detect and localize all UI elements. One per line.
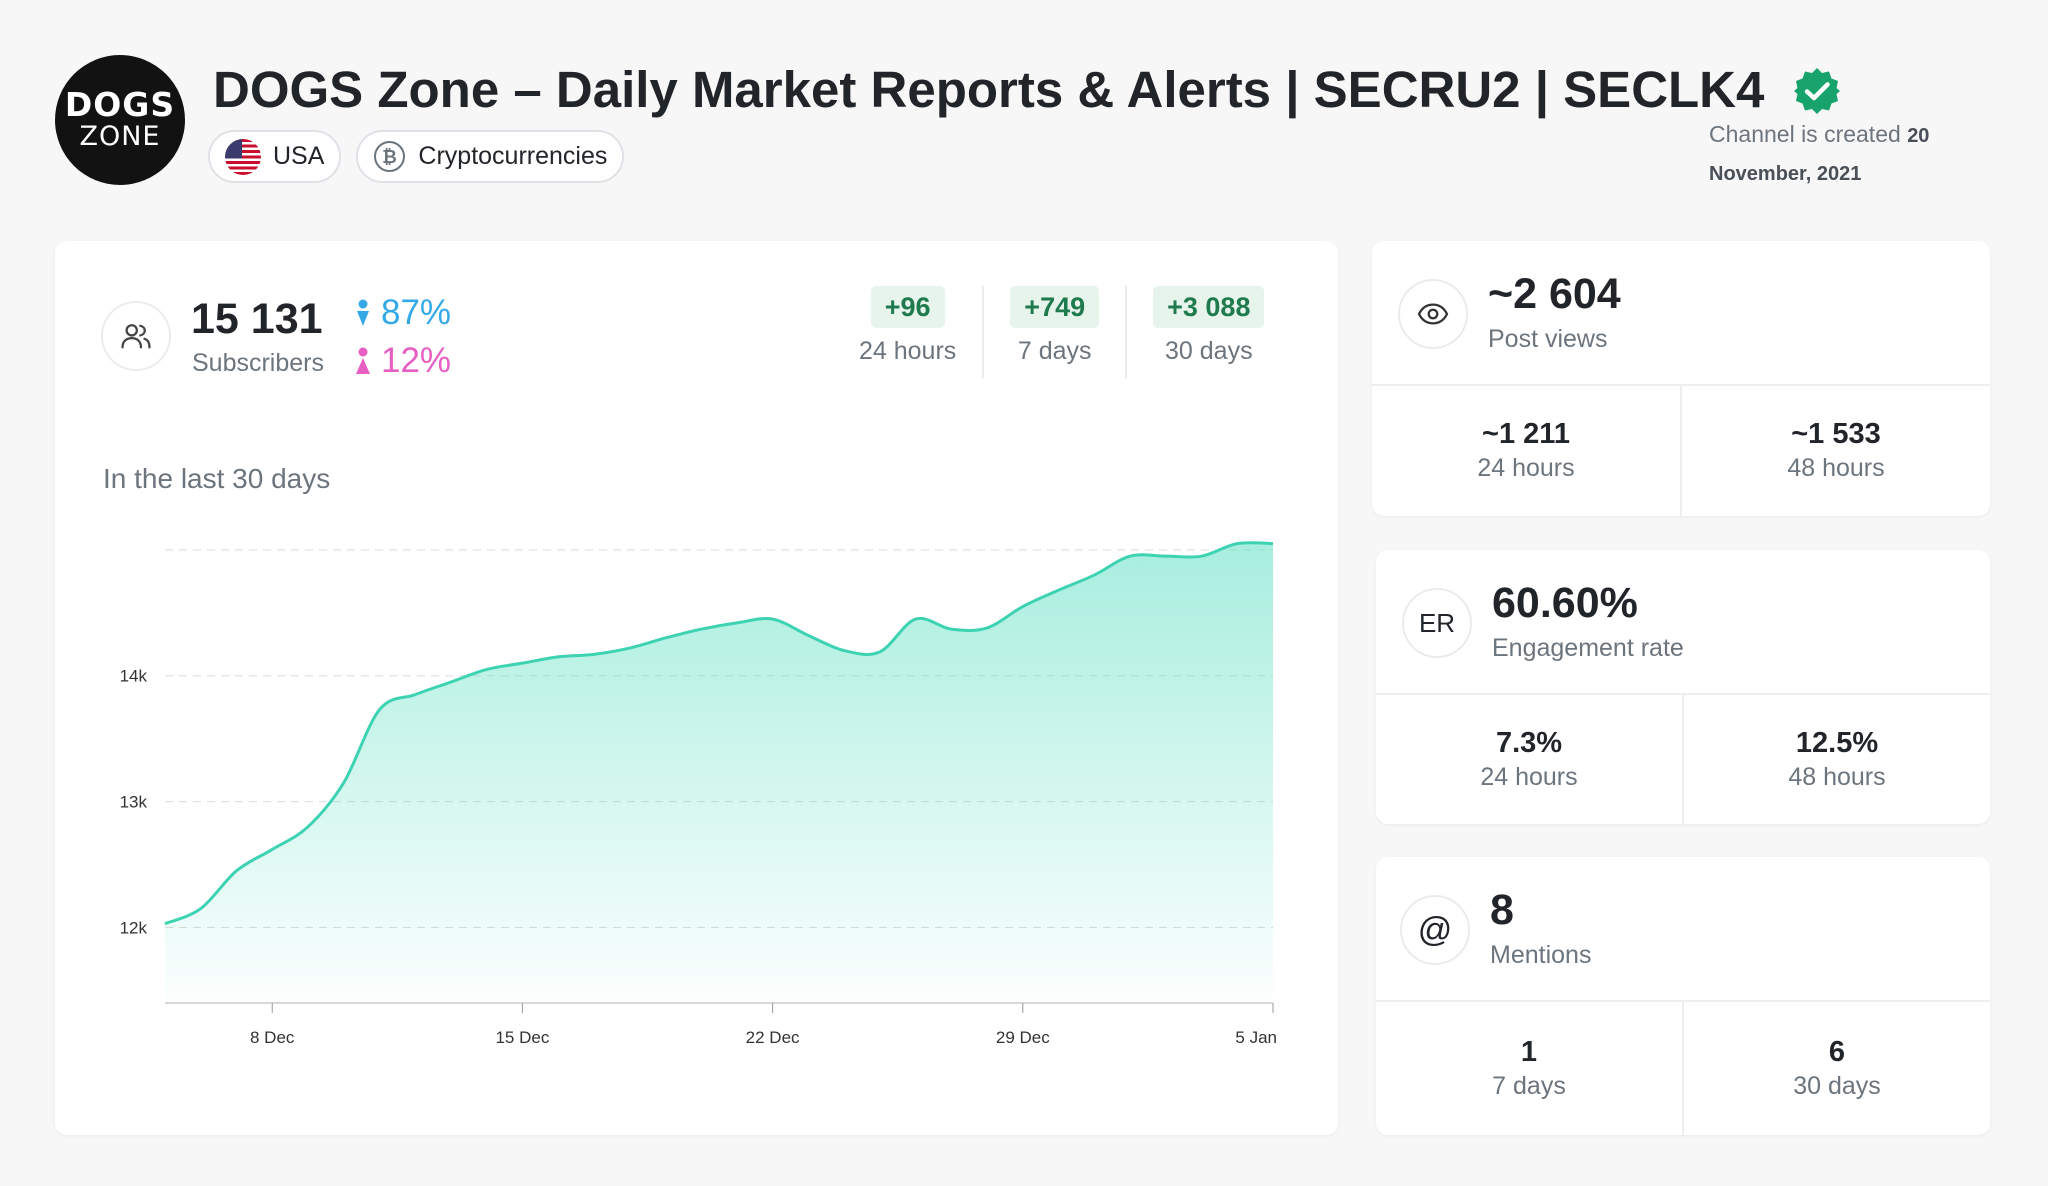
mentions-card: @ 8 Mentions 1 7 days 6 30 days [1376,857,1990,1135]
x-tick-label: 5 Jan [1235,1028,1277,1047]
growth-30d: +3 088 30 days [1127,286,1290,378]
engagement-card: ER 60.60% Engagement rate 7.3% 24 hours … [1376,550,1990,824]
svg-text:₿: ₿ [383,147,398,168]
category-label: Cryptocurrencies [418,142,608,170]
mentions-7d: 1 7 days [1376,1002,1682,1135]
mentions-30d-value: 6 [1828,1035,1846,1068]
post-views-value: ~2 604 [1488,270,1621,318]
er-icon: ER [1418,607,1456,638]
subscribers-icon-circle [101,301,171,371]
avatar-text-line1: DOGS [64,85,176,124]
male-percent: 87% [381,293,452,332]
x-tick-label: 22 Dec [746,1028,800,1047]
chart-x-ticks: 8 Dec 15 Dec 22 Dec 29 Dec 5 Jan [250,1003,1277,1047]
growth-7d-value: +749 [1010,286,1100,328]
created-date-value: 20 November, 2021 [1709,125,1930,185]
eye-icon [1417,303,1449,325]
usa-flag-icon [225,138,261,175]
mentions-icon-circle: @ [1400,895,1470,965]
mentions-7d-label: 7 days [1492,1071,1566,1100]
engagement-48h-label: 48 hours [1788,762,1886,791]
engagement-48h-value: 12.5% [1795,726,1879,759]
growth-7d: +749 7 days [984,286,1128,378]
channel-header: DOGS ZONE DOGS Zone – Daily Market Repor… [0,0,2048,220]
x-tick-label: 15 Dec [495,1028,549,1047]
post-views-48h-label: 48 hours [1787,454,1885,482]
engagement-header: ER 60.60% Engagement rate [1376,550,1990,695]
post-views-48h-value: ~1 533 [1791,418,1881,450]
post-views-icon-circle [1398,279,1468,349]
post-views-header: ~2 604 Post views [1372,241,1990,386]
subscribers-chart[interactable]: 12k 13k 14k 8 Dec 15 Dec 22 Dec 29 Dec 5 Jan [55,521,1338,1121]
y-tick-label: 13k [120,793,148,812]
bitcoin-icon: ₿ [374,141,406,172]
growth-30d-value: +3 088 [1153,286,1265,328]
channel-title: DOGS Zone – Daily Market Reports & Alert… [213,61,1765,118]
mentions-label: Mentions [1490,941,1592,969]
x-tick-label: 8 Dec [250,1028,295,1047]
created-prefix: Channel is created [1709,121,1901,147]
female-share: 12% [355,340,451,382]
growth-24h-label: 24 hours [859,337,957,365]
engagement-48h: 12.5% 48 hours [1682,695,1990,824]
engagement-label: Engagement rate [1492,634,1684,662]
engagement-24h: 7.3% 24 hours [1376,695,1682,824]
y-tick-label: 12k [120,918,148,937]
chart-line [164,541,1274,926]
subscribers-label: Subscribers [192,349,324,377]
mentions-value: 8 [1490,886,1514,934]
male-share: 87% [355,292,451,334]
growth-7d-label: 7 days [1017,337,1092,365]
country-chip[interactable]: USA [208,130,342,183]
users-icon [121,324,151,349]
engagement-value: 60.60% [1492,579,1638,627]
verified-badge-icon [1794,68,1840,114]
growth-24h-value: +96 [870,286,945,328]
mentions-7d-value: 1 [1520,1035,1538,1068]
chart-y-ticks: 12k 13k 14k [120,667,148,938]
subscribers-card: 15 131 Subscribers 87% 12% +96 24 hours … [55,241,1338,1135]
subscribers-count: 15 131 [191,295,323,343]
channel-created-date: Channel is created 20 November, 2021 [1709,116,1989,192]
female-icon [356,347,370,374]
growth-30d-label: 30 days [1165,337,1253,365]
post-views-breakdown: ~1 211 24 hours ~1 533 48 hours [1372,386,1990,516]
engagement-24h-value: 7.3% [1495,726,1563,759]
post-views-48h: ~1 533 48 hours [1680,386,1990,516]
mentions-30d-label: 30 days [1793,1071,1881,1100]
mentions-30d: 6 30 days [1682,1002,1990,1135]
engagement-breakdown: 7.3% 24 hours 12.5% 48 hours [1376,695,1990,824]
growth-24h: +96 24 hours [833,286,985,378]
male-icon [357,299,369,326]
avatar-text-line2: ZONE [79,121,161,152]
mentions-header: @ 8 Mentions [1376,857,1990,1002]
engagement-icon-circle: ER [1402,588,1472,658]
chart-area [165,542,1273,1003]
x-tick-label: 29 Dec [996,1028,1050,1047]
y-tick-label: 14k [120,667,148,686]
post-views-24h: ~1 211 24 hours [1372,386,1680,516]
post-views-24h-value: ~1 211 [1482,418,1570,450]
country-label: USA [273,142,325,170]
female-percent: 12% [381,341,452,380]
chart-title: In the last 30 days [103,463,331,494]
mentions-breakdown: 1 7 days 6 30 days [1376,1002,1990,1135]
channel-avatar[interactable]: DOGS ZONE [55,55,185,185]
engagement-24h-label: 24 hours [1480,762,1578,791]
post-views-24h-label: 24 hours [1477,454,1575,482]
post-views-card: ~2 604 Post views ~1 211 24 hours ~1 533… [1372,241,1990,516]
subscriber-growth: +96 24 hours +749 7 days +3 088 30 days [833,286,1290,378]
post-views-label: Post views [1488,325,1608,353]
at-sign-icon: @ [1417,910,1453,949]
category-chip[interactable]: ₿ Cryptocurrencies [356,130,625,183]
channel-tags: USA ₿ Cryptocurrencies [208,130,625,183]
